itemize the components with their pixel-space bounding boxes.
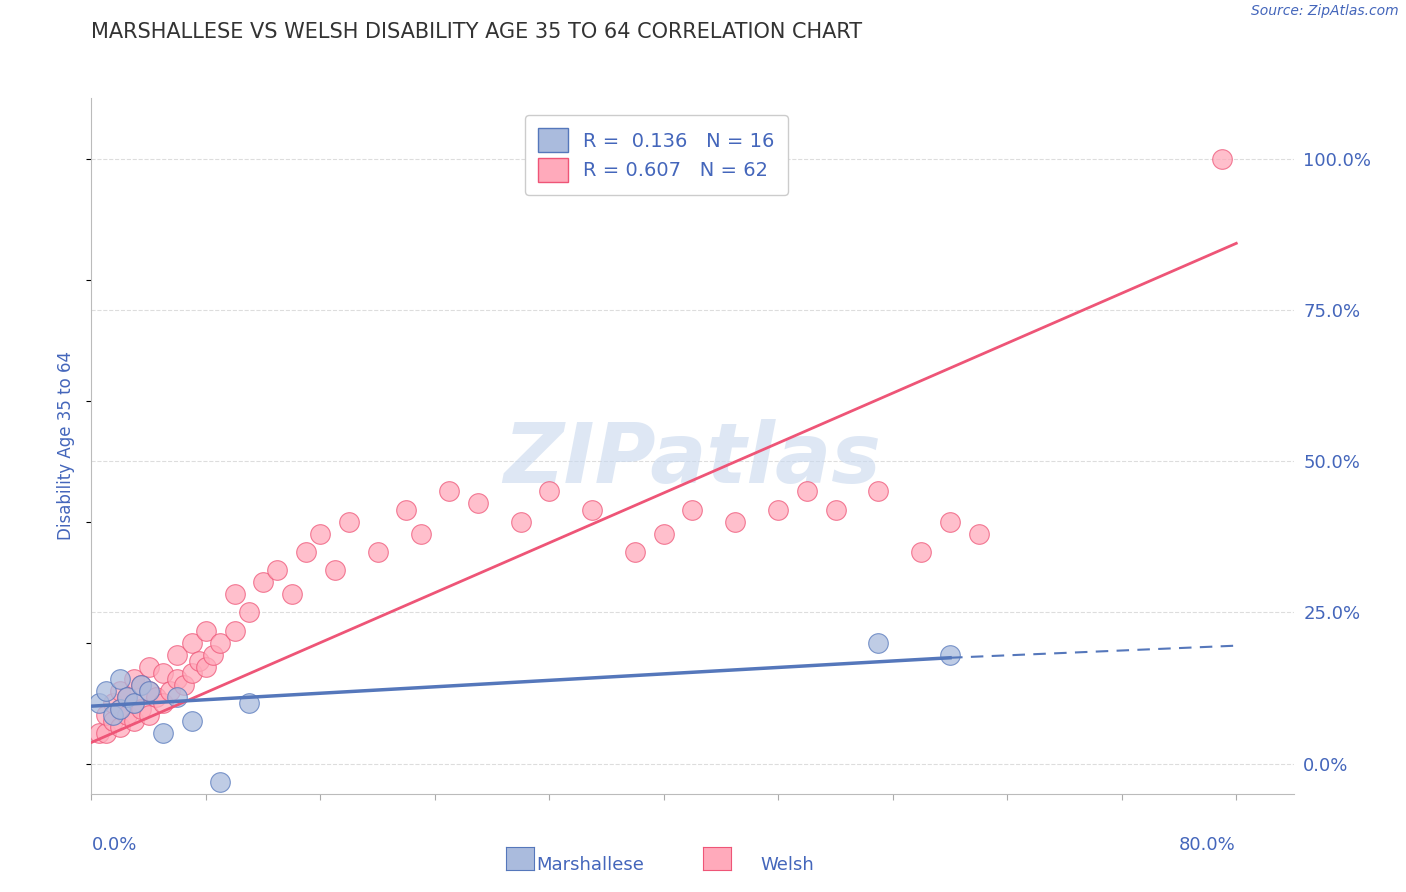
Point bbox=[796, 484, 818, 499]
Point bbox=[868, 484, 890, 499]
Point bbox=[94, 726, 117, 740]
Point bbox=[166, 648, 188, 662]
Point bbox=[281, 587, 304, 601]
Point bbox=[824, 502, 846, 516]
Point bbox=[194, 660, 217, 674]
Point bbox=[681, 502, 703, 516]
Point bbox=[868, 635, 890, 649]
Point bbox=[939, 648, 962, 662]
Y-axis label: Disability Age 35 to 64: Disability Age 35 to 64 bbox=[58, 351, 76, 541]
Point bbox=[101, 708, 124, 723]
Point bbox=[159, 684, 181, 698]
Point bbox=[224, 624, 246, 638]
Point bbox=[138, 684, 160, 698]
Text: Source: ZipAtlas.com: Source: ZipAtlas.com bbox=[1251, 4, 1399, 19]
Point bbox=[768, 502, 790, 516]
Point bbox=[108, 672, 131, 686]
Point bbox=[939, 515, 962, 529]
Point bbox=[180, 714, 202, 729]
Point bbox=[266, 563, 288, 577]
Point bbox=[87, 696, 110, 710]
Text: 0.0%: 0.0% bbox=[91, 836, 136, 854]
Point bbox=[252, 575, 274, 590]
Point bbox=[152, 726, 174, 740]
Point bbox=[94, 708, 117, 723]
Point bbox=[124, 696, 146, 710]
Point bbox=[238, 606, 260, 620]
Point bbox=[124, 672, 146, 686]
Text: Welsh: Welsh bbox=[761, 856, 814, 874]
Point bbox=[202, 648, 225, 662]
Point bbox=[367, 545, 389, 559]
Point bbox=[180, 635, 202, 649]
Point bbox=[138, 684, 160, 698]
Point bbox=[108, 720, 131, 734]
Point bbox=[323, 563, 346, 577]
Point bbox=[967, 526, 990, 541]
Point bbox=[1211, 152, 1233, 166]
Point bbox=[209, 635, 232, 649]
Point bbox=[238, 696, 260, 710]
Point bbox=[101, 696, 124, 710]
Point bbox=[131, 678, 153, 692]
Point bbox=[180, 665, 202, 680]
Point bbox=[224, 587, 246, 601]
Text: 80.0%: 80.0% bbox=[1180, 836, 1236, 854]
Text: Marshallese: Marshallese bbox=[537, 856, 644, 874]
Point bbox=[173, 678, 195, 692]
Point bbox=[652, 526, 675, 541]
Point bbox=[115, 708, 138, 723]
Point bbox=[437, 484, 460, 499]
Point bbox=[910, 545, 932, 559]
Point bbox=[145, 690, 167, 704]
Point bbox=[309, 526, 332, 541]
Point bbox=[115, 690, 138, 704]
Point bbox=[538, 484, 561, 499]
Point bbox=[108, 702, 131, 716]
Legend: R =  0.136   N = 16, R = 0.607   N = 62: R = 0.136 N = 16, R = 0.607 N = 62 bbox=[524, 115, 787, 195]
Point bbox=[115, 690, 138, 704]
Point bbox=[138, 660, 160, 674]
Point bbox=[108, 684, 131, 698]
Point bbox=[124, 696, 146, 710]
Point bbox=[152, 696, 174, 710]
Point bbox=[209, 774, 232, 789]
Point bbox=[152, 665, 174, 680]
Point bbox=[187, 654, 209, 668]
Point bbox=[94, 684, 117, 698]
Point bbox=[87, 726, 110, 740]
Point bbox=[581, 502, 603, 516]
Point bbox=[295, 545, 318, 559]
Point bbox=[131, 678, 153, 692]
Text: ZIPatlas: ZIPatlas bbox=[503, 419, 882, 500]
Point bbox=[108, 702, 131, 716]
Text: MARSHALLESE VS WELSH DISABILITY AGE 35 TO 64 CORRELATION CHART: MARSHALLESE VS WELSH DISABILITY AGE 35 T… bbox=[91, 22, 862, 42]
Point bbox=[166, 672, 188, 686]
Point bbox=[624, 545, 647, 559]
Point bbox=[166, 690, 188, 704]
Point bbox=[138, 708, 160, 723]
Point bbox=[131, 702, 153, 716]
Point bbox=[467, 496, 489, 510]
Point bbox=[724, 515, 747, 529]
Point bbox=[337, 515, 360, 529]
Point bbox=[395, 502, 418, 516]
Point bbox=[124, 714, 146, 729]
Point bbox=[509, 515, 531, 529]
Point bbox=[409, 526, 432, 541]
Point bbox=[101, 714, 124, 729]
Point bbox=[194, 624, 217, 638]
